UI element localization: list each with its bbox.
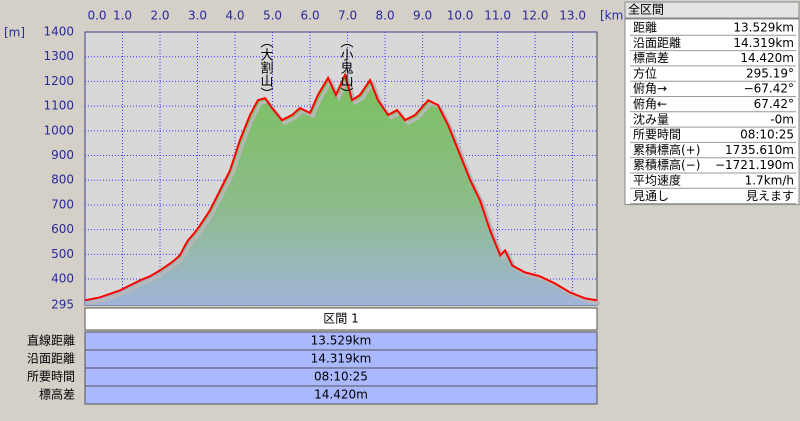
summary-label: 俯角→ <box>633 81 667 96</box>
x-tick-label: 6.0 <box>301 9 320 23</box>
shadow-line <box>87 73 601 305</box>
profile-line <box>84 72 598 302</box>
y-tick-label: 700 <box>51 197 74 211</box>
summary-value: 295.19° <box>746 66 794 80</box>
x-tick-label: 12.0 <box>522 9 549 23</box>
section-header: 区間 1 <box>323 312 358 326</box>
y-tick-label: 800 <box>51 173 74 187</box>
summary-label: 平均速度 <box>633 173 681 188</box>
summary-label: 沈み量 <box>633 111 669 126</box>
y-tick-label: 1200 <box>43 74 74 88</box>
y-tick-label: 295 <box>51 298 74 312</box>
summary-title-cell <box>624 1 800 19</box>
summary-label: 俯角← <box>633 96 667 111</box>
section-label: 沿面距離 <box>27 352 75 366</box>
summary-value: 1735.610m <box>725 143 794 157</box>
x-tick-label: 0.0 <box>87 9 106 23</box>
summary-label: 所要時間 <box>633 128 681 142</box>
section-value: 13.529km <box>311 334 372 348</box>
y-tick-label: 500 <box>51 247 74 261</box>
x-tick-label: 1.0 <box>113 9 132 23</box>
summary-label: 距離 <box>633 21 657 35</box>
y-tick-label: 600 <box>51 222 74 236</box>
x-tick-label: 11.0 <box>484 9 511 23</box>
y-tick-label: 1000 <box>43 123 74 137</box>
y-tick-label: 1100 <box>43 99 74 113</box>
x-tick-label: 5.0 <box>263 9 282 23</box>
y-tick-label: 1300 <box>43 49 74 63</box>
area <box>85 74 597 305</box>
summary-value: −67.42° <box>744 82 794 96</box>
peak-label: （大割山） <box>258 35 274 100</box>
summary-value: 見えます <box>746 189 794 203</box>
summary-label: 見通し <box>633 189 669 203</box>
section-label: 所要時間 <box>27 370 75 384</box>
summary-label: 方位 <box>633 65 657 80</box>
y-tick-label: 1400 <box>43 25 74 39</box>
section-header-cell <box>84 307 598 331</box>
summary-value: 67.42° <box>754 97 794 111</box>
summary-value: 13.529km <box>733 21 794 35</box>
x-tick-label: 9.0 <box>413 9 432 23</box>
x-tick-label: 13.0 <box>559 9 586 23</box>
section-value: 14.420m <box>314 388 368 402</box>
section-value: 14.319km <box>311 352 372 366</box>
summary-label: 標高差 <box>633 50 669 65</box>
summary-label: 累積標高(−) <box>633 157 700 172</box>
summary-value: 14.319km <box>733 36 794 50</box>
peak-label: （小鬼山） <box>337 35 353 100</box>
summary-value: 08:10:25 <box>740 128 794 142</box>
x-tick-label: 2.0 <box>150 9 169 23</box>
x-tick-label: 8.0 <box>376 9 395 23</box>
summary-value: 14.420m <box>740 51 794 65</box>
section-value: 08:10:25 <box>314 370 368 384</box>
summary-value: 1.7km/h <box>745 174 794 188</box>
x-tick-label: 3.0 <box>188 9 207 23</box>
section-row <box>84 385 598 405</box>
summary-label: 累積標高(+) <box>633 142 700 157</box>
x-tick-label: 10.0 <box>447 9 474 23</box>
x-tick-label: 7.0 <box>338 9 357 23</box>
y-tick-label: 400 <box>51 272 74 286</box>
summary-value: -0m <box>770 112 794 126</box>
summary-value: −1721.190m <box>715 158 794 172</box>
summary-title: 全区間 <box>628 2 664 17</box>
y-tick-label: 900 <box>51 148 74 162</box>
y-unit: [m] <box>4 26 25 40</box>
section-label: 直線距離 <box>27 333 75 348</box>
x-unit: [km] <box>600 9 628 23</box>
summary-label: 沿面距離 <box>633 36 681 50</box>
section-label: 標高差 <box>39 387 75 402</box>
x-tick-label: 4.0 <box>225 9 244 23</box>
